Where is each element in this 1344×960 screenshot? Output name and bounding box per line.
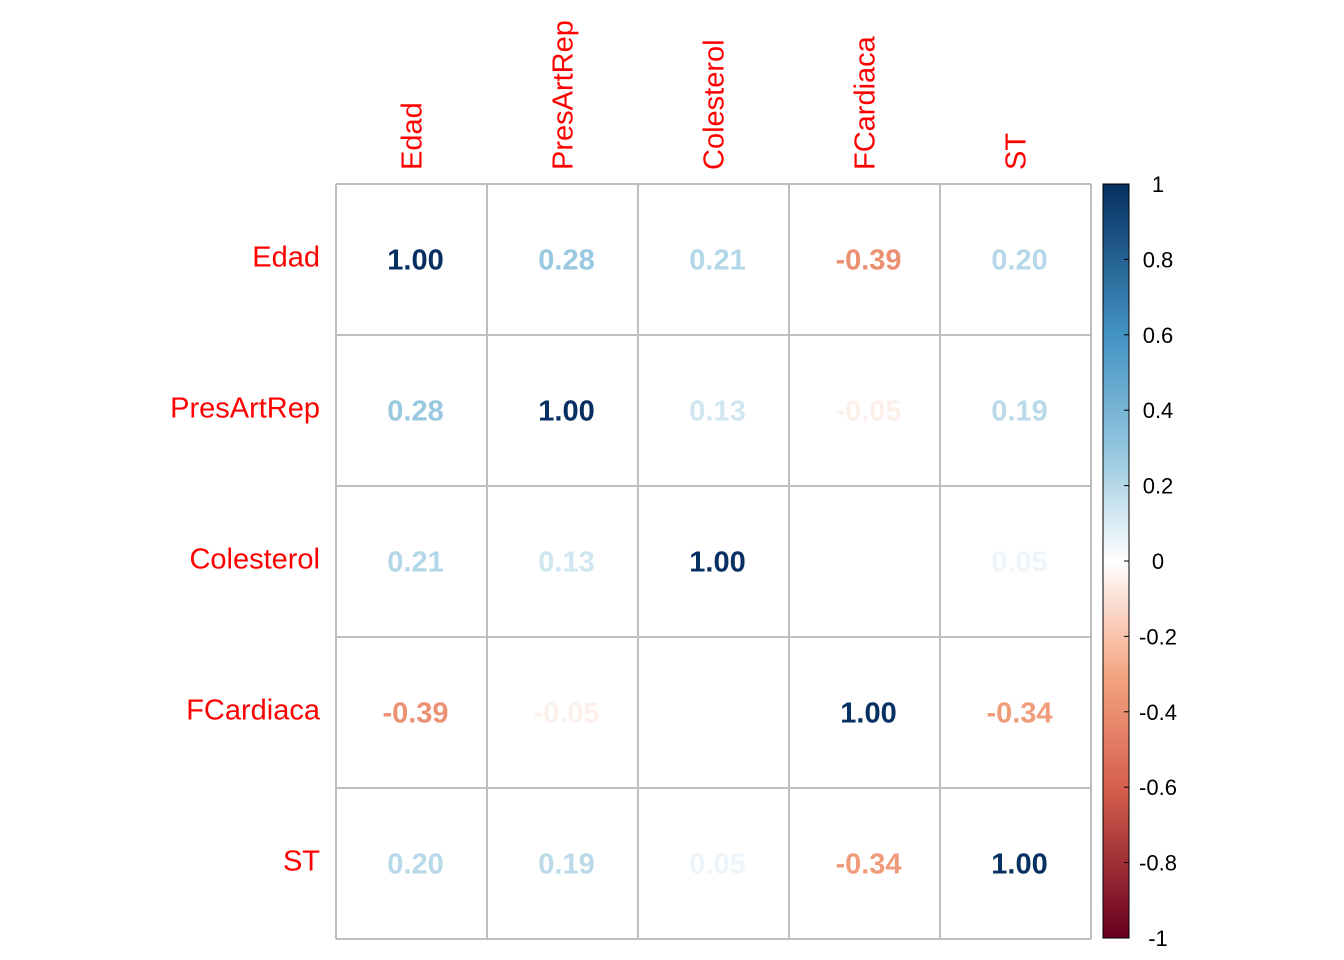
colorbar-tick-label: -0.6 [1139,775,1177,800]
cell-value: 1.00 [689,547,745,579]
colorbar-tick-label: 0 [1152,549,1164,574]
cell-value: 0.13 [538,547,594,579]
colorbar-tick-label: 0.4 [1143,398,1174,423]
column-label: FCardiaca [850,35,882,170]
colorbar-tick-label: -0.8 [1139,851,1177,876]
cell-value: -0.34 [835,849,901,881]
column-labels: Edad PresArtRep Colesterol FCardiaca ST [397,20,1033,170]
cell-value: 0.13 [689,396,745,428]
colorbar-tick-label: 0.6 [1143,323,1174,348]
row-label: FCardiaca [186,695,321,727]
cell-value: -0.34 [986,698,1052,730]
cell-value: -0.05 [533,698,599,730]
row-labels: Edad PresArtRep Colesterol FCardiaca ST [170,242,321,878]
row-label: Colesterol [189,544,320,576]
cell-value: 0.05 [991,547,1047,579]
colorbar-tick-label: -0.2 [1139,624,1177,649]
cell-value: 0.19 [991,396,1047,428]
row-label: Edad [252,242,320,274]
column-label: Edad [397,102,429,170]
row-label: ST [283,846,320,878]
cell-values: 1.00 0.28 0.21 -0.39 0.20 0.28 1.00 0.13 -0.05 0.… [382,245,1052,881]
cell-value: 1.00 [991,849,1047,881]
colorbar-tick-label: 0.8 [1143,247,1174,272]
cell-value: 0.28 [387,396,443,428]
cell-value: 0.05 [689,849,745,881]
colorbar-tick-label: -1 [1148,926,1168,951]
cell-value: -0.39 [382,698,448,730]
cell-value: 0.20 [387,849,443,881]
cell-value: 0.21 [689,245,745,277]
colorbar-tick-label: 0.2 [1143,474,1174,499]
cell-value: -0.39 [835,245,901,277]
colorbar-tick-label: -0.4 [1139,700,1177,725]
cell-value: 0.20 [991,245,1047,277]
correlation-grid [335,183,1092,940]
colorbar-legend: 1 0.8 0.6 0.4 0.2 0 -0.2 -0.4 -0.6 -0.8 -1 [1102,172,1177,951]
cell-value: 1.00 [538,396,594,428]
cell-value: 0.19 [538,849,594,881]
cell-value: -0.05 [835,396,901,428]
column-label: ST [1001,133,1033,170]
cell-value: 0.00 [840,547,896,579]
column-label: PresArtRep [548,20,580,170]
row-label: PresArtRep [170,393,320,425]
cell-value: 0.28 [538,245,594,277]
cell-value: 0.00 [689,698,745,730]
cell-value: 0.21 [387,547,443,579]
cell-value: 1.00 [387,245,443,277]
cell-value: 1.00 [840,698,896,730]
colorbar-tick-label: 1 [1152,172,1164,197]
column-label: Colesterol [699,39,731,170]
